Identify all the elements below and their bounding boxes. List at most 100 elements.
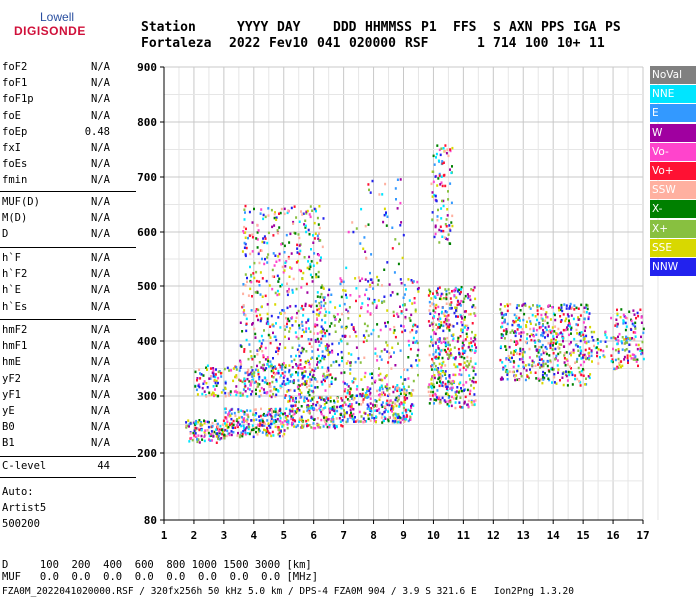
echo-point [274,407,277,411]
echo-point [211,371,214,374]
echo-point [290,267,293,270]
echo-point [398,394,401,398]
echo-point [449,297,452,300]
echo-point [330,293,333,296]
logo-lowell: Lowell [40,10,75,24]
echo-point [416,280,419,284]
echo-point [382,220,385,224]
echo-point [214,394,217,397]
echo-point [568,342,571,346]
echo-point [361,388,364,391]
echo-point [273,387,276,391]
echo-point [474,333,477,337]
echo-point [295,425,298,429]
echo-point [274,425,277,429]
echo-point [238,369,241,372]
echo-point [438,384,441,388]
echo-point [392,310,395,314]
echo-point [569,323,571,326]
param-row-hme: hmE N/A [2,356,110,372]
echo-point [444,144,447,147]
echo-point [294,400,297,403]
echo-point [248,210,251,214]
echo-point [243,313,246,316]
echo-point [308,233,311,236]
echo-point [386,403,389,407]
echo-point [287,255,290,259]
echo-point [251,250,254,253]
echo-point [340,350,343,354]
echo-point [557,352,560,356]
echo-point [371,416,374,419]
echo-point [536,354,538,358]
echo-point [263,329,265,332]
echo-point [557,333,560,336]
echo-point [350,404,353,408]
echo-point [466,328,469,331]
echo-point [224,380,227,384]
echo-point [316,417,319,420]
echo-point [622,313,625,317]
echo-point [186,424,189,428]
echo-point [303,370,306,373]
echo-point [447,380,450,383]
echo-point [632,324,635,327]
echo-point [446,385,449,388]
echo-point [255,237,258,240]
echo-point [278,212,280,215]
echo-point [300,405,303,408]
echo-point [462,339,465,343]
echo-point [555,382,558,385]
echo-point [297,384,300,387]
echo-point [605,336,608,339]
echo-point [447,190,449,193]
echo-point [239,434,242,437]
echo-point [544,319,547,322]
echo-point [513,313,516,317]
echo-point [446,327,449,330]
echo-point [400,221,403,224]
echo-point [565,307,568,310]
echo-point [370,413,373,417]
echo-point [255,279,258,283]
echo-point [501,334,504,337]
echo-point [396,384,399,387]
echo-point [580,369,583,373]
echo-point [447,341,450,344]
param-name: hmE [2,356,21,369]
echo-point [409,418,412,421]
echo-point [346,383,349,386]
param-name: h`Es [2,300,28,313]
echo-point [278,347,281,350]
y-tick-label: 80 [144,514,157,527]
echo-point [237,410,240,414]
echo-point [314,338,317,342]
echo-point [388,393,391,396]
echo-point [531,313,534,317]
echo-point [226,429,229,433]
echo-point [266,312,269,316]
echo-point [224,382,227,385]
echo-point [402,403,405,406]
echo-point [275,420,278,423]
echo-point [268,284,271,287]
param-row-mufd: MUF(D) N/A [2,196,110,212]
echo-point [239,379,242,382]
echo-point [207,420,210,424]
echo-point [579,384,582,387]
echo-point [551,329,554,333]
echo-point [471,330,473,334]
echo-point [433,304,436,308]
echo-point [242,388,245,391]
echo-point [379,355,382,358]
echo-point [523,361,525,364]
echo-point [611,360,614,364]
echo-point [468,392,471,396]
echo-point [310,389,313,393]
echo-point [435,323,438,326]
echo-point [187,419,190,422]
echo-point [289,397,291,401]
echo-point [246,377,249,381]
echo-point [259,414,262,418]
echo-point [270,395,273,399]
